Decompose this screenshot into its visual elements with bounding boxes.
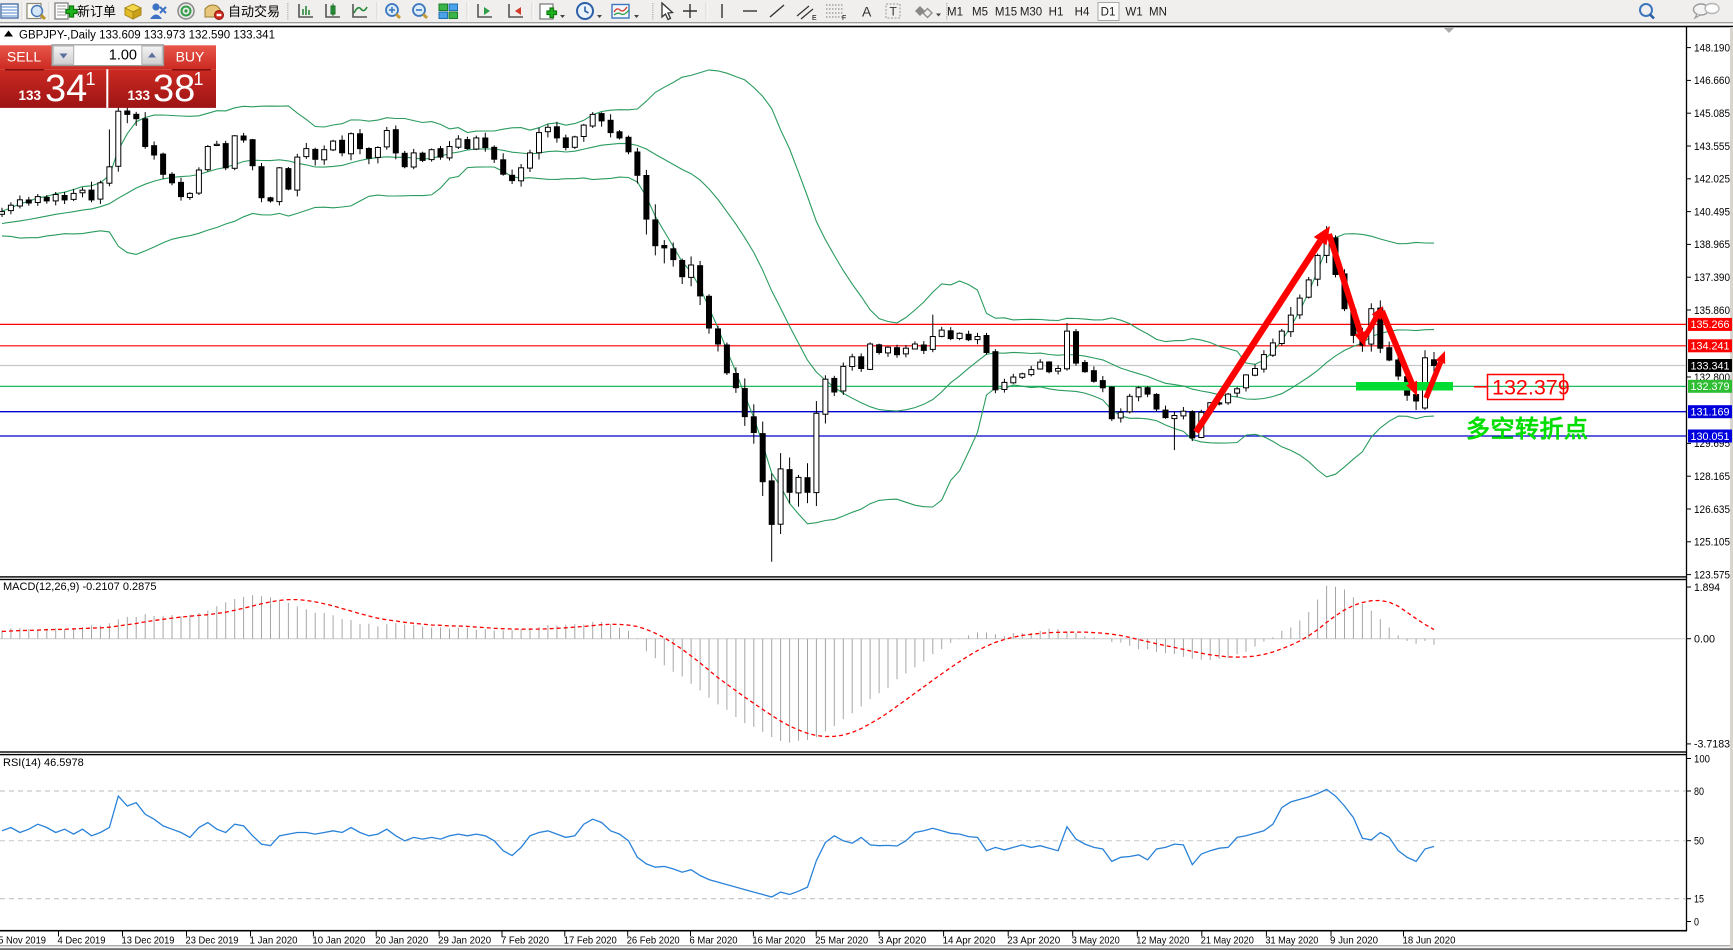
svg-text:W1: W1 xyxy=(1125,7,1142,19)
svg-text:4 Dec 2019: 4 Dec 2019 xyxy=(58,935,106,947)
svg-text:7 Feb 2020: 7 Feb 2020 xyxy=(501,935,549,947)
svg-text:142.025: 142.025 xyxy=(1694,174,1730,186)
svg-text:132.379: 132.379 xyxy=(1691,381,1730,393)
svg-text:140.495: 140.495 xyxy=(1694,206,1730,218)
svg-text:M15: M15 xyxy=(995,7,1017,19)
svg-text:BUY: BUY xyxy=(176,49,205,65)
svg-text:3 May 2020: 3 May 2020 xyxy=(1072,935,1120,947)
svg-text:135.860: 135.860 xyxy=(1694,305,1730,317)
svg-text:10 Jan 2020: 10 Jan 2020 xyxy=(312,935,365,947)
svg-text:145.085: 145.085 xyxy=(1694,108,1730,120)
svg-text:20 Jan 2020: 20 Jan 2020 xyxy=(375,935,428,947)
svg-text:14 Apr 2020: 14 Apr 2020 xyxy=(943,935,996,947)
svg-text:MN: MN xyxy=(1149,7,1167,19)
svg-text:31 May 2020: 31 May 2020 xyxy=(1265,935,1318,947)
svg-text:18 Jun 2020: 18 Jun 2020 xyxy=(1403,935,1456,947)
svg-text:25 Mar 2020: 25 Mar 2020 xyxy=(815,935,868,947)
svg-text:新订单: 新订单 xyxy=(77,4,116,19)
svg-text:3 Apr 2020: 3 Apr 2020 xyxy=(878,935,926,947)
svg-text:29 Jan 2020: 29 Jan 2020 xyxy=(438,935,491,947)
svg-text:148.190: 148.190 xyxy=(1694,42,1730,54)
svg-text:100: 100 xyxy=(1694,753,1710,765)
svg-text:126.635: 126.635 xyxy=(1694,504,1730,516)
svg-text:137.390: 137.390 xyxy=(1694,272,1730,284)
svg-text:146.660: 146.660 xyxy=(1694,75,1730,87)
svg-text:SELL: SELL xyxy=(7,49,41,65)
svg-text:80: 80 xyxy=(1694,786,1704,798)
svg-text:A: A xyxy=(862,4,872,20)
svg-text:34: 34 xyxy=(45,68,87,110)
svg-text:MACD(12,26,9) -0.2107 0.2875: MACD(12,26,9) -0.2107 0.2875 xyxy=(3,581,156,593)
svg-text:自动交易: 自动交易 xyxy=(228,4,280,19)
svg-text:1.894: 1.894 xyxy=(1694,582,1720,594)
svg-text:M5: M5 xyxy=(972,7,988,19)
svg-text:H4: H4 xyxy=(1075,7,1090,19)
svg-text:135.266: 135.266 xyxy=(1691,319,1730,331)
svg-text:T: T xyxy=(890,5,898,19)
svg-text:130.051: 130.051 xyxy=(1691,431,1730,443)
svg-text:133: 133 xyxy=(18,88,41,103)
svg-text:15: 15 xyxy=(1694,894,1704,906)
svg-text:RSI(14) 46.5978: RSI(14) 46.5978 xyxy=(3,757,84,769)
svg-text:128.165: 128.165 xyxy=(1694,471,1730,483)
svg-text:133: 133 xyxy=(127,88,150,103)
svg-text:131.169: 131.169 xyxy=(1691,407,1730,419)
svg-text:-3.7183: -3.7183 xyxy=(1694,739,1730,751)
svg-text:F: F xyxy=(842,15,846,22)
svg-text:0.00: 0.00 xyxy=(1694,634,1715,646)
svg-text:25 Nov 2019: 25 Nov 2019 xyxy=(0,935,46,947)
svg-text:23 Apr 2020: 23 Apr 2020 xyxy=(1007,935,1060,947)
svg-text:GBPJPY-,Daily 133.609 133.973: GBPJPY-,Daily 133.609 133.973 132.590 13… xyxy=(19,30,275,42)
svg-text:1: 1 xyxy=(194,69,204,89)
svg-text:125.105: 125.105 xyxy=(1694,537,1730,549)
svg-text:132.379: 132.379 xyxy=(1492,376,1570,400)
svg-text:50: 50 xyxy=(1694,836,1704,848)
svg-text:13 Dec 2019: 13 Dec 2019 xyxy=(122,935,175,947)
svg-text:1.00: 1.00 xyxy=(109,48,137,64)
svg-text:0: 0 xyxy=(1694,916,1699,928)
svg-text:D1: D1 xyxy=(1101,7,1116,19)
svg-text:多空转折点: 多空转折点 xyxy=(1466,415,1588,443)
svg-text:134.241: 134.241 xyxy=(1691,341,1730,353)
svg-text:M30: M30 xyxy=(1020,7,1042,19)
svg-text:H1: H1 xyxy=(1049,7,1064,19)
svg-text:143.555: 143.555 xyxy=(1694,141,1730,153)
svg-text:23 Dec 2019: 23 Dec 2019 xyxy=(186,935,239,947)
svg-text:17 Feb 2020: 17 Feb 2020 xyxy=(564,935,617,947)
svg-text:6 Mar 2020: 6 Mar 2020 xyxy=(690,935,738,947)
svg-text:9 Jun 2020: 9 Jun 2020 xyxy=(1330,935,1378,947)
svg-text:38: 38 xyxy=(153,68,195,110)
svg-text:123.575: 123.575 xyxy=(1694,569,1730,581)
svg-text:133.341: 133.341 xyxy=(1691,360,1730,372)
svg-text:138.965: 138.965 xyxy=(1694,239,1730,251)
svg-text:M1: M1 xyxy=(947,7,963,19)
svg-text:26 Feb 2020: 26 Feb 2020 xyxy=(627,935,680,947)
svg-text:21 May 2020: 21 May 2020 xyxy=(1201,935,1254,947)
svg-text:16 Mar 2020: 16 Mar 2020 xyxy=(752,935,805,947)
svg-text:12 May 2020: 12 May 2020 xyxy=(1136,935,1189,947)
svg-text:1: 1 xyxy=(86,69,96,89)
svg-text:1 Jan 2020: 1 Jan 2020 xyxy=(250,935,298,947)
svg-text:E: E xyxy=(812,15,817,22)
